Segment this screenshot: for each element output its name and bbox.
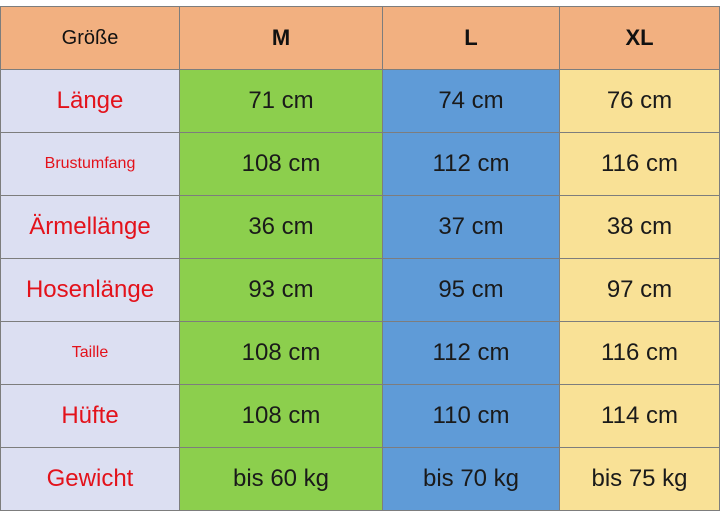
table-row: Brustumfang 108 cm 112 cm 116 cm <box>0 132 720 196</box>
cell-l: 95 cm <box>382 258 560 322</box>
cell-l: 37 cm <box>382 195 560 259</box>
cell-xl: 38 cm <box>559 195 720 259</box>
row-label: Taille <box>0 321 180 385</box>
cell-l: 112 cm <box>382 132 560 196</box>
column-header-m: M <box>179 6 383 70</box>
cell-xl: 116 cm <box>559 132 720 196</box>
cell-l: bis 70 kg <box>382 447 560 511</box>
table-row: Hosenlänge 93 cm 95 cm 97 cm <box>0 258 720 322</box>
table-row: Länge 71 cm 74 cm 76 cm <box>0 69 720 133</box>
row-label: Gewicht <box>0 447 180 511</box>
row-label: Brustumfang <box>0 132 180 196</box>
cell-m: 36 cm <box>179 195 383 259</box>
table-row: Gewicht bis 60 kg bis 70 kg bis 75 kg <box>0 447 720 511</box>
cell-xl: 114 cm <box>559 384 720 448</box>
table-row: Taille 108 cm 112 cm 116 cm <box>0 321 720 385</box>
cell-m: 108 cm <box>179 384 383 448</box>
column-header-xl: XL <box>559 6 720 70</box>
column-header-l: L <box>382 6 560 70</box>
cell-m: 93 cm <box>179 258 383 322</box>
cell-xl: 116 cm <box>559 321 720 385</box>
header-row: Größe M L XL <box>0 6 720 70</box>
row-label: Länge <box>0 69 180 133</box>
cell-xl: bis 75 kg <box>559 447 720 511</box>
cell-m: 108 cm <box>179 132 383 196</box>
cell-m: 108 cm <box>179 321 383 385</box>
cell-l: 110 cm <box>382 384 560 448</box>
cell-m: bis 60 kg <box>179 447 383 511</box>
table-row: Ärmellänge 36 cm 37 cm 38 cm <box>0 195 720 259</box>
row-label: Ärmellänge <box>0 195 180 259</box>
cell-xl: 76 cm <box>559 69 720 133</box>
cell-xl: 97 cm <box>559 258 720 322</box>
row-label: Hüfte <box>0 384 180 448</box>
size-chart-table: Größe M L XL Länge 71 cm 74 cm 76 cm Bru… <box>0 6 720 511</box>
cell-l: 74 cm <box>382 69 560 133</box>
row-label: Hosenlänge <box>0 258 180 322</box>
table-row: Hüfte 108 cm 110 cm 114 cm <box>0 384 720 448</box>
cell-m: 71 cm <box>179 69 383 133</box>
size-header-cell: Größe <box>0 6 180 70</box>
cell-l: 112 cm <box>382 321 560 385</box>
